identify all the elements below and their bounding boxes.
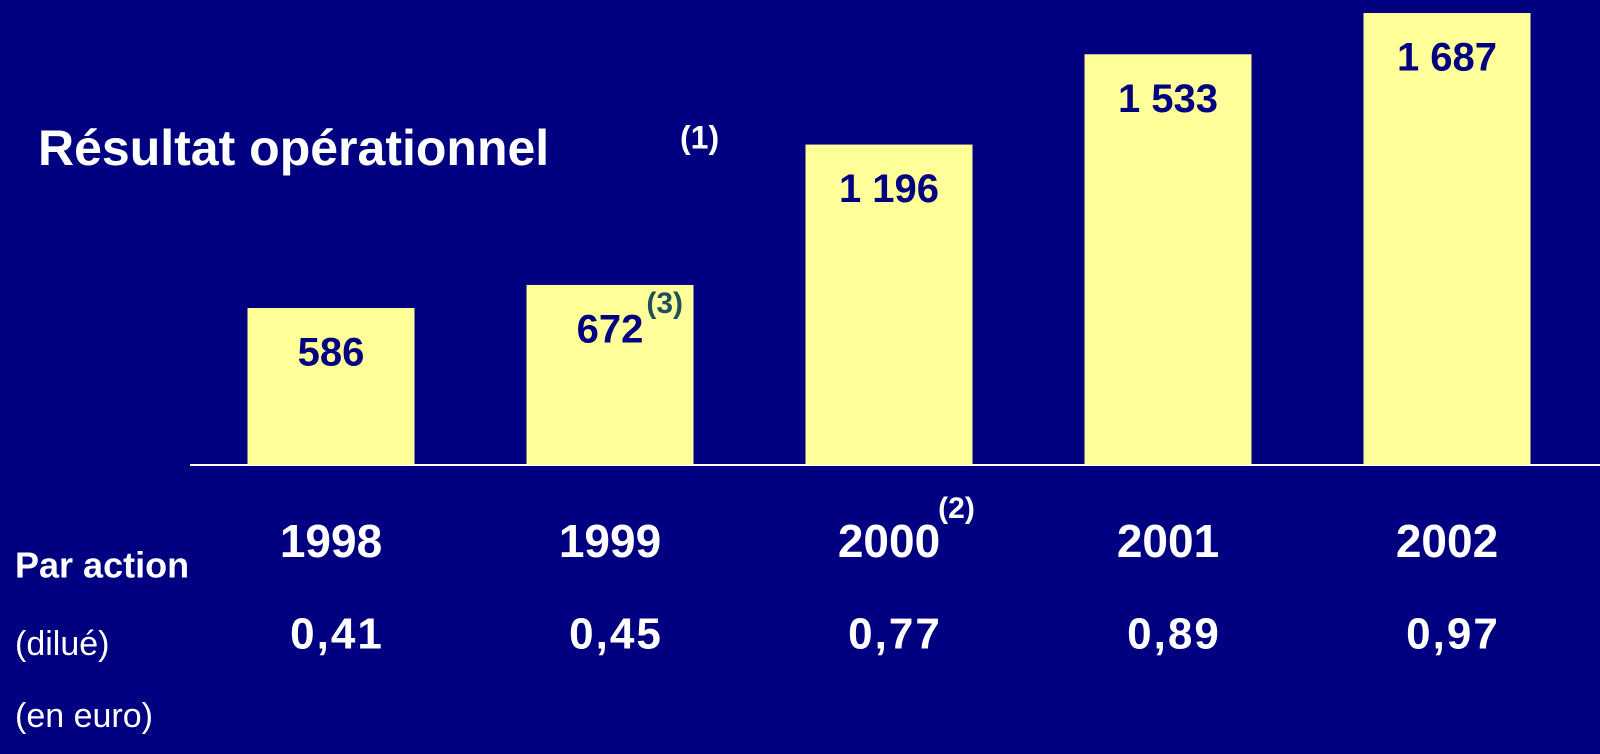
x-tick-label: 1999 bbox=[559, 515, 661, 567]
bar bbox=[526, 284, 694, 465]
bar bbox=[1084, 54, 1252, 465]
title-note: (1) bbox=[680, 119, 719, 155]
x-tick-label: 2000 bbox=[838, 515, 940, 567]
value-label: 672 bbox=[577, 308, 644, 352]
bar bbox=[1363, 13, 1531, 465]
category-note: (2) bbox=[938, 492, 975, 525]
per-share-value: 0,97 bbox=[1406, 610, 1500, 659]
bar bbox=[247, 307, 415, 465]
per-share-value: 0,77 bbox=[848, 610, 942, 659]
value-label: 1 196 bbox=[839, 167, 939, 211]
x-tick-label: 2002 bbox=[1396, 515, 1498, 567]
per-share-value: 0,45 bbox=[569, 610, 663, 659]
per-share-note: (en euro) bbox=[15, 697, 153, 735]
x-tick-label: 2001 bbox=[1117, 515, 1219, 567]
value-note: (3) bbox=[646, 287, 683, 320]
per-share-title: Par action bbox=[15, 545, 189, 586]
x-tick-label: 1998 bbox=[280, 515, 382, 567]
value-label: 1 687 bbox=[1397, 36, 1497, 80]
per-share-value: 0,41 bbox=[290, 610, 384, 659]
chart-title: Résultat opérationnel bbox=[38, 120, 549, 176]
bar bbox=[805, 144, 973, 465]
per-share-value: 0,89 bbox=[1127, 610, 1221, 659]
value-label: 586 bbox=[298, 331, 365, 375]
value-label: 1 533 bbox=[1118, 77, 1218, 121]
per-share-note: (dilué) bbox=[15, 625, 109, 663]
